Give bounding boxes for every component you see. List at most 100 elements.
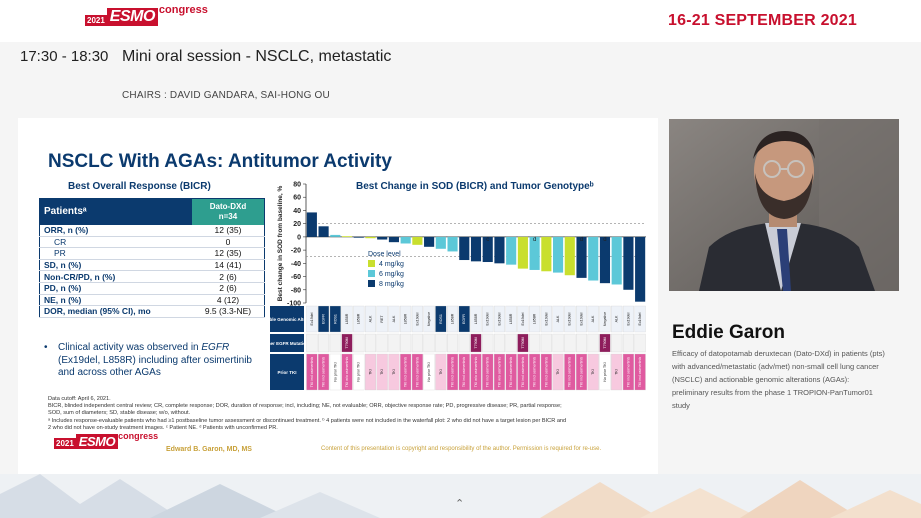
y-tick-label: 20 xyxy=(293,221,301,228)
genomic-alteration-cell-label: ROS1 xyxy=(333,314,337,324)
speaker-video[interactable] xyxy=(669,119,899,291)
row-label: CR xyxy=(39,236,192,249)
genomic-alteration-cell xyxy=(540,305,552,333)
row-value: 2 (6) xyxy=(191,270,265,283)
other-egfr-cell xyxy=(353,333,365,353)
genomic-alteration-cell-label: L858R xyxy=(474,313,478,324)
prior-tki-cell-label: TKI incl osimertinib xyxy=(415,357,419,387)
bar-annotation: d xyxy=(580,237,583,243)
genomic-alteration-cell-label: Ex19del xyxy=(626,312,630,325)
drug-n: n=34 xyxy=(218,211,238,221)
session-time: 17:30 - 18:30 xyxy=(20,48,109,65)
waterfall-bar xyxy=(599,236,611,284)
bullet-text: Clinical activity was observed in EGFR (… xyxy=(58,342,252,378)
prior-tki-cell-label: TKI incl osimertinib xyxy=(322,357,326,387)
waterfall-bar xyxy=(435,236,446,249)
waterfall-bar xyxy=(506,236,517,265)
genomic-alteration-cell-label: ALK xyxy=(368,315,372,322)
waterfall-bar xyxy=(388,236,399,243)
chevron-up-icon[interactable]: ⌃ xyxy=(455,498,465,510)
other-egfr-cell xyxy=(634,333,646,353)
waterfall-bar xyxy=(494,236,505,264)
other-egfr-cell-label: T790M xyxy=(345,337,349,348)
other-egfr-cell xyxy=(493,333,505,353)
genomic-alteration-cell xyxy=(599,305,611,333)
other-egfr-cell xyxy=(341,333,353,353)
prior-tki-cell-label: TKI w/o osimertinib xyxy=(474,357,478,388)
genomic-alteration-cell-label: ALK xyxy=(392,315,396,322)
genomic-alteration-cell xyxy=(493,305,505,333)
genomic-alteration-cell-label: L858R xyxy=(357,313,361,324)
genomic-alteration-cell xyxy=(388,305,400,333)
y-tick-label: 60 xyxy=(293,195,301,202)
y-tick-label: -20 xyxy=(291,248,301,255)
waterfall-bar xyxy=(400,236,411,244)
genomic-alteration-cell xyxy=(587,305,599,333)
other-egfr-cell xyxy=(611,333,623,353)
genomic-alteration-cell-label: ROS1 xyxy=(439,314,443,324)
footnote-line: Data cutoff: April 6, 2021. xyxy=(48,396,111,402)
congress-dates: 16-21 SEPTEMBER 2021 xyxy=(668,12,857,29)
genomic-alteration-cell-label: EGFR xyxy=(322,314,326,324)
prior-tki-cell xyxy=(458,353,470,391)
drug-name: Dato-DXd xyxy=(209,201,247,211)
waterfall-bar xyxy=(541,236,552,272)
genomic-alteration-cell xyxy=(505,305,517,333)
other-egfr-cell xyxy=(411,333,423,353)
waterfall-bar xyxy=(377,236,388,240)
y-tick-label: -80 xyxy=(291,287,301,294)
prior-tki-cell xyxy=(411,353,423,391)
prior-tki-cell-label: TKI incl osimertinib xyxy=(462,357,466,387)
prior-tki-cell-label: TKI incl osimertinib xyxy=(533,357,537,387)
prior-tki-cell-label: TKI xyxy=(392,369,396,375)
table-row: NE, n (%) 4 (12) xyxy=(39,294,265,307)
genomic-alteration-cell-label: Ex19del xyxy=(544,312,548,325)
row-value: 4 (12) xyxy=(191,294,265,307)
table-row: ORR, n (%) 12 (35) xyxy=(39,224,265,237)
prior-tki-cell-label: TKI xyxy=(591,369,595,375)
prior-tki-cell xyxy=(634,353,646,391)
talk-description: Efficacy of datopotamab deruxtecan (Dato… xyxy=(672,349,885,410)
other-egfr-cell xyxy=(447,333,459,353)
other-egfr-cell xyxy=(529,333,541,353)
genomic-alteration-cell-label: Ex19del xyxy=(486,312,490,325)
prior-tki-cell xyxy=(400,353,412,391)
prior-tki-cell xyxy=(306,353,318,391)
genomic-alteration-cell xyxy=(576,305,588,333)
bullet-dot-icon: • xyxy=(44,342,48,353)
table-row: Non-CR/PD, n (%) 2 (6) xyxy=(39,270,265,283)
waterfall-bar xyxy=(365,236,376,239)
row-header-bg xyxy=(270,354,304,390)
session-chairs: CHAIRS : DAVID GANDARA, SAI-HONG OU xyxy=(122,90,330,101)
genomic-alteration-cell xyxy=(470,305,482,333)
genomic-alteration-cell-label: Ex19del xyxy=(568,312,572,325)
genomic-alteration-cell-label: ALK xyxy=(615,315,619,322)
legend-swatch xyxy=(368,260,375,267)
genomic-alteration-cell-label: L858R xyxy=(533,313,537,324)
waterfall-bar xyxy=(318,226,329,237)
genomic-alteration-cell-label: L858R xyxy=(345,313,349,324)
waterfall-bar xyxy=(306,212,317,237)
prior-tki-cell xyxy=(435,353,447,391)
prior-tki-cell-label: TKI incl osimertinib xyxy=(579,357,583,387)
genomic-alteration-cell-label: Ex19del xyxy=(497,312,501,325)
prior-tki-cell xyxy=(529,353,541,391)
prior-tki-cell-label: No prior TKI xyxy=(603,362,607,381)
genomic-alteration-cell xyxy=(341,305,353,333)
genomic-alteration-cell xyxy=(364,305,376,333)
prior-tki-cell-label: TKI incl osimertinib xyxy=(521,357,525,387)
row-header-label: Prior TKI xyxy=(277,370,296,375)
other-egfr-cell xyxy=(552,333,564,353)
logo-esmo: ESMO xyxy=(106,8,158,26)
genomic-alteration-cell-label: Negative xyxy=(603,312,607,326)
other-egfr-cell-label: T790M xyxy=(474,337,478,348)
prior-tki-cell xyxy=(329,353,341,391)
genomic-alteration-cell xyxy=(552,305,564,333)
prior-tki-cell-label: No prior TKI xyxy=(357,362,361,381)
waterfall-bar xyxy=(353,236,364,238)
prior-tki-cell-label: TKI incl osimertinib xyxy=(451,357,455,387)
prior-tki-cell xyxy=(599,353,611,391)
genomic-alteration-cell xyxy=(435,305,447,333)
genomic-alteration-cell-label: Negative xyxy=(427,312,431,326)
